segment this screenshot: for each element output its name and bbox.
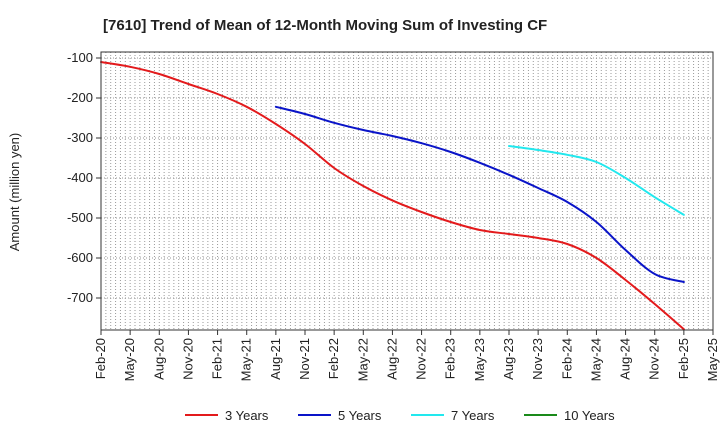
x-tick-label: Feb-20 <box>93 338 108 379</box>
x-tick-label: Aug-20 <box>151 338 166 380</box>
y-tick-label: -600 <box>67 250 93 265</box>
legend-label-7-years: 7 Years <box>451 408 495 423</box>
legend-label-3-years: 3 Years <box>225 408 269 423</box>
x-tick-label: Nov-24 <box>647 338 662 380</box>
x-tick-label: Feb-22 <box>326 338 341 379</box>
x-tick-label: Aug-22 <box>384 338 399 380</box>
x-tick-label: Nov-21 <box>297 338 312 380</box>
series-line-3-years <box>100 61 685 331</box>
y-tick-label: -300 <box>67 130 93 145</box>
x-axis-ticks: Feb-20 May-20 Aug-20 Nov-20 Feb-21 May-21 Aug-… <box>93 330 720 381</box>
x-tick-label: Nov-23 <box>530 338 545 380</box>
x-tick-label: May-25 <box>705 338 720 381</box>
x-tick-label: Feb-21 <box>210 338 225 379</box>
x-tick-label: Aug-23 <box>501 338 516 380</box>
legend-label-5-years: 5 Years <box>338 408 382 423</box>
x-tick-label: Feb-25 <box>676 338 691 379</box>
x-tick-label: Aug-21 <box>268 338 283 380</box>
x-tick-label: Aug-24 <box>618 338 633 380</box>
x-tick-label: May-23 <box>472 338 487 381</box>
x-tick-label: Nov-20 <box>180 338 195 380</box>
x-tick-label: May-20 <box>122 338 137 381</box>
y-tick-label: -500 <box>67 210 93 225</box>
x-tick-label: May-21 <box>239 338 254 381</box>
x-tick-label: Nov-22 <box>414 338 429 380</box>
horizontal-gridlines <box>101 57 713 299</box>
y-tick-label: -100 <box>67 50 93 65</box>
vertical-gridlines <box>105 52 709 330</box>
plot-frame <box>100 51 714 331</box>
y-tick-label: -200 <box>67 90 93 105</box>
series-line-5-years <box>274 105 685 283</box>
y-axis-label: Amount (million yen) <box>7 133 22 252</box>
x-tick-label: May-22 <box>355 338 370 381</box>
y-tick-label: -700 <box>67 290 93 305</box>
y-tick-label: -400 <box>67 170 93 185</box>
legend: 3 Years 5 Years 7 Years 10 Years <box>185 408 615 423</box>
x-tick-label: Feb-24 <box>559 338 574 379</box>
y-axis-ticks: -100 -200 -300 -400 -500 -600 -700 <box>67 50 101 305</box>
x-tick-label: May-24 <box>588 338 603 381</box>
chart-title: [7610] Trend of Mean of 12-Month Moving … <box>103 17 547 34</box>
x-tick-label: Feb-23 <box>443 338 458 379</box>
legend-label-10-years: 10 Years <box>564 408 615 423</box>
series-lines <box>100 61 685 331</box>
series-line-7-years <box>508 145 685 216</box>
